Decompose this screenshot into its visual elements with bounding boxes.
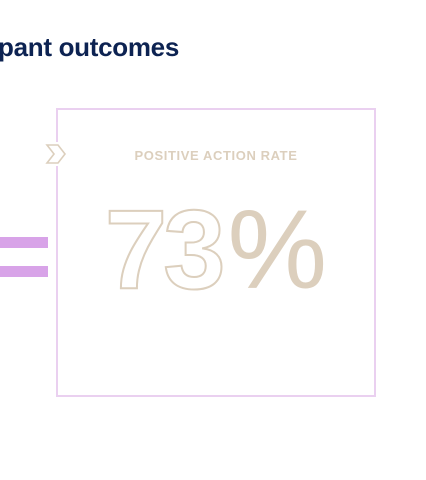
card-label: POSITIVE ACTION RATE <box>134 148 298 163</box>
equals-sign-bottom-bar <box>0 266 48 277</box>
chevron-right-icon <box>44 142 68 166</box>
stat-unit: % <box>227 187 328 312</box>
section-heading: pant outcomes <box>0 32 180 62</box>
stat-number: 73 <box>104 187 227 312</box>
equals-sign-top-bar <box>0 237 48 248</box>
stat-value: 73% <box>58 187 374 344</box>
positive-action-rate-card: POSITIVE ACTION RATE 73% <box>56 108 376 397</box>
